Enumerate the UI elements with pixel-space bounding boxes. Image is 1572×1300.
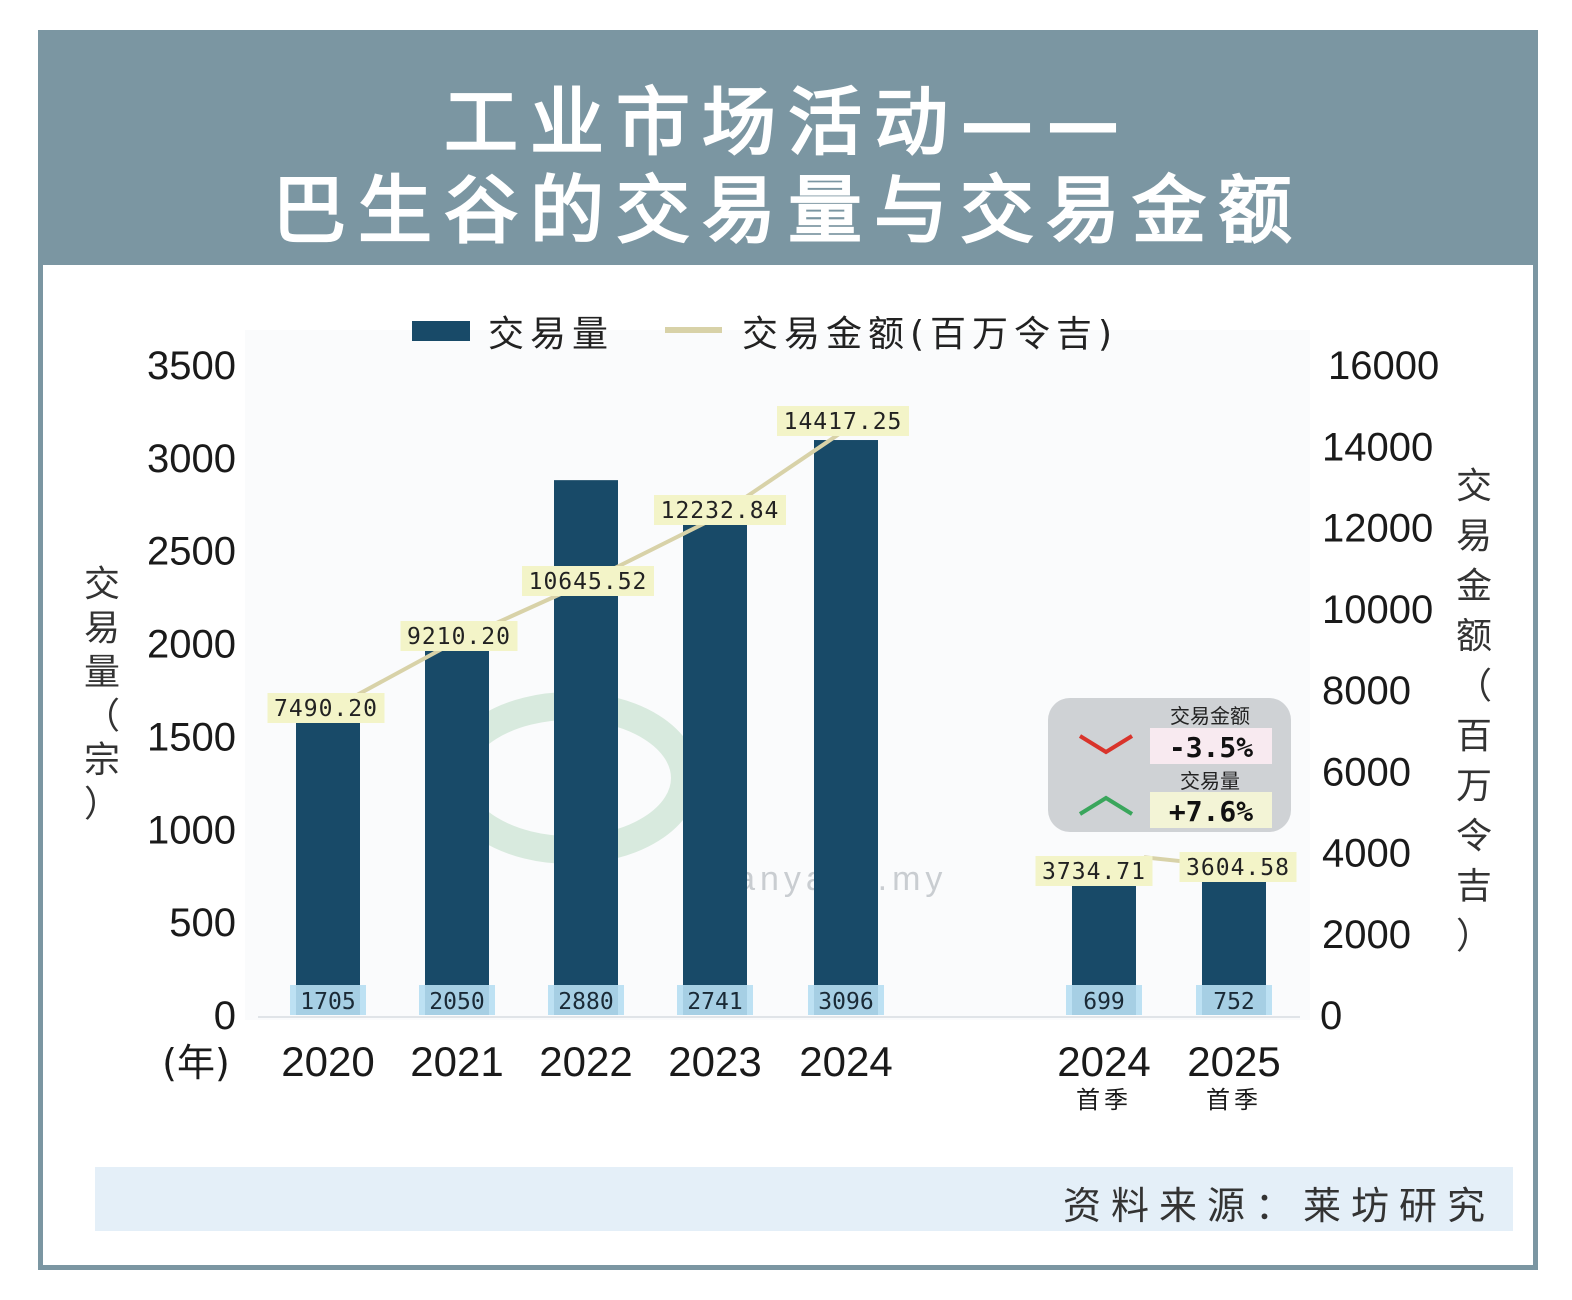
source-bar: 资料来源：莱坊研究 [95, 1167, 1513, 1231]
y-right-tick-3: 6000 [1322, 750, 1411, 794]
y-right-label-char-3: 额 [1456, 616, 1492, 657]
up-arrow-icon [1078, 795, 1134, 816]
x-tick-5: 2024 [1057, 1038, 1150, 1085]
value-label-bg-5 [1035, 856, 1153, 886]
bar-label-bg-1 [419, 985, 495, 1015]
y-right-tick-0: 0 [1320, 994, 1342, 1038]
y-right-label-char-2: 金 [1456, 566, 1492, 607]
y-left-tick-7: 3500 [147, 344, 236, 388]
bar-label-5: 699 [1083, 989, 1125, 1015]
annotation-value-label: 交易金额 [1170, 704, 1250, 728]
x-axis-unit: (年) [162, 1041, 230, 1085]
bar-4 [814, 440, 878, 1015]
bar-label-0: 1705 [300, 989, 355, 1015]
value-label-5: 3734.71 [1042, 859, 1146, 885]
bar-0 [296, 698, 360, 1015]
y-left-label-char-0: 交 [84, 564, 120, 605]
bar-label-bg-2 [548, 985, 624, 1015]
legend-label-volume: 交易量 [488, 314, 614, 355]
y-left-label-char-2: 量 [84, 652, 120, 693]
legend-label-value: 交易金额(百万令吉) [742, 314, 1118, 355]
y-left-tick-4: 2000 [147, 623, 236, 667]
value-label-4: 14417.25 [784, 409, 903, 435]
y-left-label-char-3: （ [84, 696, 120, 737]
y-right-label-char-8: 吉 [1456, 866, 1492, 907]
y-left-tick-6: 3000 [147, 437, 236, 481]
value-label-0: 7490.20 [274, 696, 378, 722]
y-right-tick-2: 4000 [1322, 832, 1411, 876]
bar-3 [683, 505, 747, 1015]
bar-label-bg-5 [1066, 985, 1142, 1015]
x-tick-1: 2021 [410, 1038, 503, 1085]
value-label-bg-0 [267, 693, 385, 723]
value-label-bg-2 [522, 566, 654, 596]
value-label-3: 12232.84 [661, 498, 780, 524]
y-right-tick-8: 16000 [1328, 344, 1439, 388]
y-right-label-char-6: 万 [1456, 766, 1492, 807]
bar-label-bg-4 [808, 985, 884, 1015]
value-label-6: 3604.58 [1186, 855, 1290, 881]
source-text: 资料来源：莱坊研究 [1062, 1184, 1495, 1228]
y-right-label-char-4: （ [1456, 666, 1492, 707]
annotation-value-change: -3.5% [1169, 731, 1253, 764]
y-left-label-char-1: 易 [84, 608, 120, 649]
bar-label-bg-3 [677, 985, 753, 1015]
x-tick-0: 2020 [281, 1038, 374, 1085]
title-line-1: 工业市场活动—— [444, 80, 1132, 166]
title-banner: 工业市场活动—— 巴生谷的交易量与交易金额 [43, 35, 1533, 265]
value-label-bg-3 [654, 495, 786, 525]
x-tick-3: 2023 [668, 1038, 761, 1085]
y-left-tick-3: 1500 [147, 715, 236, 759]
y-right-label-char-9: ） [1456, 916, 1492, 957]
y-left-tick-1: 500 [169, 901, 236, 945]
x-tick-2: 2022 [539, 1038, 632, 1085]
y-left-label-char-4: 宗 [84, 740, 120, 781]
x-sublabel-5: 首季 [1076, 1086, 1132, 1114]
annotation-volume-change-bg [1150, 792, 1272, 828]
x-tick-6: 2025 [1187, 1038, 1280, 1085]
bar-label-1: 2050 [429, 989, 484, 1015]
value-label-bg-4 [777, 406, 909, 436]
y-right-label-char-1: 易 [1456, 516, 1492, 557]
y-left-label-char-5: ） [84, 784, 120, 825]
annotation-value-change-bg [1150, 728, 1272, 764]
y-right-label-char-5: 百 [1456, 716, 1492, 757]
value-label-bg-1 [400, 621, 518, 651]
bar-label-2: 2880 [558, 989, 613, 1015]
y-left-tick-0: 0 [214, 994, 236, 1038]
down-arrow-icon [1078, 734, 1134, 755]
annotation-volume-change: +7.6% [1169, 795, 1253, 828]
annotation-volume-label: 交易量 [1180, 769, 1240, 793]
y-right-label-char-0: 交 [1456, 466, 1492, 507]
x-sublabel-6: 首季 [1206, 1086, 1262, 1114]
bar-label-bg-6 [1196, 985, 1272, 1015]
x-tick-4: 2024 [799, 1038, 892, 1085]
value-label-bg-6 [1179, 852, 1297, 882]
bar-label-4: 3096 [818, 989, 873, 1015]
bar-label-3: 2741 [687, 989, 742, 1015]
y-right-tick-1: 2000 [1322, 913, 1411, 957]
value-label-2: 10645.52 [529, 569, 648, 595]
bar-1 [425, 634, 489, 1015]
y-left-tick-2: 1000 [147, 808, 236, 852]
y-right-tick-5: 10000 [1322, 588, 1433, 632]
value-label-1: 9210.20 [407, 624, 511, 650]
y-right-tick-6: 12000 [1322, 507, 1433, 551]
y-right-label-char-7: 令 [1456, 816, 1492, 857]
legend-swatch-volume [412, 321, 470, 341]
y-right-tick-4: 8000 [1322, 669, 1411, 713]
bar-label-6: 752 [1213, 989, 1255, 1015]
bar-2 [554, 480, 618, 1016]
bar-label-bg-0 [290, 985, 366, 1015]
title-line-2: 巴生谷的交易量与交易金额 [272, 168, 1304, 254]
y-left-tick-5: 2500 [147, 530, 236, 574]
y-right-tick-7: 14000 [1322, 425, 1433, 469]
